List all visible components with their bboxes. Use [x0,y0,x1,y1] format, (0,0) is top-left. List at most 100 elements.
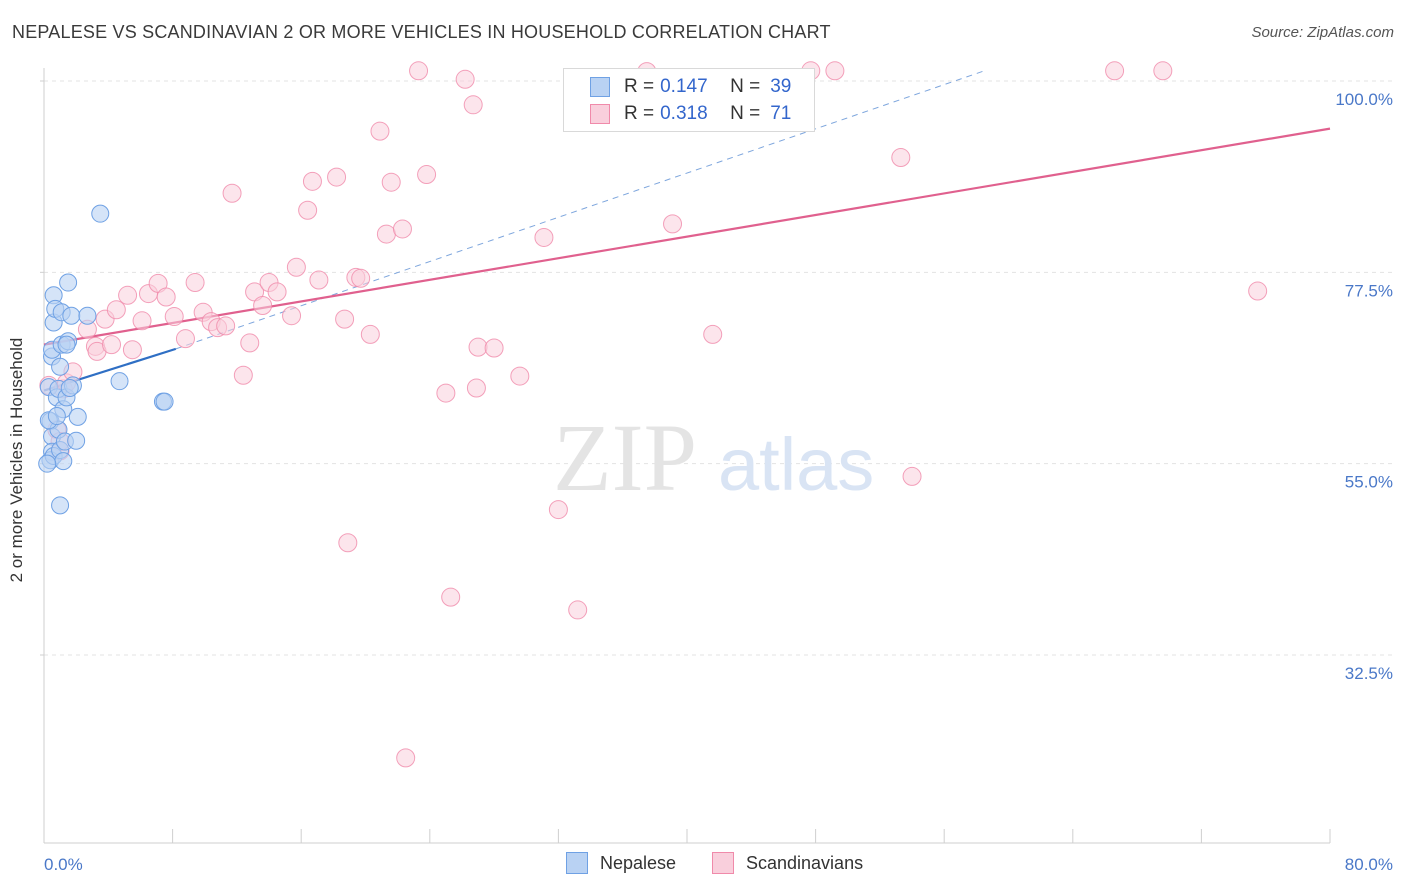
y-tick-label: 55.0% [1345,473,1393,492]
scandinavian-point [1248,281,1268,301]
scandinavian-point [298,200,318,220]
y-tick-label: 32.5% [1345,664,1393,683]
legend-n-value: 39 [770,76,792,97]
nepalese-point [51,357,70,376]
nepalese-point [54,452,73,471]
legend-n-label: N = [730,103,761,124]
scandinavian-point [175,329,195,349]
scandinavian-point [1153,61,1173,81]
scandinavian-point [286,257,306,277]
scandinavian-trend-line [43,127,1331,346]
scandinavian-point [282,306,302,326]
scandinavian-point [510,366,530,386]
nepalese-point [110,372,129,391]
watermark-zip: ZIP [553,404,697,511]
legend-row-scandinavian: R = 0.318 N = 71 [590,101,791,127]
scandinavian-point [703,324,723,344]
series-name-scandinavian: Scandinavians [746,852,864,873]
scandinavian-point [466,378,486,398]
scandinavian-point [222,183,242,203]
scandinavian-point [106,300,126,320]
watermark-atlas: atlas [718,423,874,506]
series-swatch-nepalese [566,852,588,874]
scandinavian-point [309,270,329,290]
scandinavian-point [302,171,322,191]
scandinavian-point [360,324,380,344]
scandinavian-point [253,295,273,315]
scandinavian-point [455,69,475,89]
nepalese-point [78,306,97,325]
series-legend-scandinavian: Scandinavians [712,852,863,874]
scandinavian-point [122,340,142,360]
watermark: ZIP atlas [553,404,874,511]
scandinavian-point [376,224,396,244]
scandinavian-point [396,748,416,768]
legend-swatch-nepalese [590,77,610,97]
scandinavian-point [351,268,371,288]
nepalese-point [47,407,66,426]
scandinavian-point [548,500,568,520]
nepalese-point [62,306,81,325]
scandinavian-point [164,307,184,327]
scandinavian-point [267,282,287,302]
series-legend-nepalese: Nepalese [566,852,676,874]
scandinavian-points [39,61,1268,768]
scandinavian-point [409,61,429,81]
nepalese-point [91,204,110,223]
legend-r-label: R = [624,103,655,124]
scandinavian-point [392,219,412,239]
scandinavian-point [102,335,122,355]
legend-r-value: 0.318 [660,103,708,124]
nepalese-point [57,335,76,354]
scandinavian-point [468,337,488,357]
scandinavian-point [891,148,911,168]
scandinavian-point [338,533,358,553]
legend-n-value: 71 [770,103,792,124]
scandinavian-point [484,338,504,358]
scandinavian-point [534,227,554,247]
correlation-legend: R = 0.147 N = 39 R = 0.318 N = 71 [563,68,815,132]
tick-labels: 32.5% 55.0% 77.5% 100.0% 0.0% 80.0% [44,90,1393,874]
nepalese-point [51,496,70,515]
series-legend: Nepalese Scandinavians [0,852,1406,878]
nepalese-point [59,273,78,292]
series-name-nepalese: Nepalese [600,852,677,873]
source-label: Source: ZipAtlas.com [1251,24,1394,41]
x-tick-label: 0.0% [44,855,83,874]
scandinavian-point [436,383,456,403]
scandinavian-point [156,287,176,307]
scandinavian-point [902,466,922,486]
scandinavian-point [216,316,236,336]
scandinavian-point [441,587,461,607]
nepalese-point [68,407,87,426]
scandinavian-point [327,167,347,187]
scandinavian-point [118,285,138,305]
nepalese-point [67,431,86,450]
nepalese-points [38,204,174,515]
nepalese-point [38,454,57,473]
legend-r-value: 0.147 [660,76,708,97]
y-tick-label: 77.5% [1345,281,1393,300]
series-swatch-scandinavian [712,852,734,874]
grid-lines [44,80,1392,656]
scandinavian-point [463,95,483,115]
scandinavian-point [825,61,845,81]
scandinavian-point [663,214,683,234]
scandinavian-point [417,165,437,185]
chart-title: NEPALESE VS SCANDINAVIAN 2 OR MORE VEHIC… [12,22,831,42]
legend-row-nepalese: R = 0.147 N = 39 [590,74,791,100]
legend-r-label: R = [624,76,655,97]
x-tick-label: 80.0% [1345,855,1393,874]
nepalese-point [155,392,174,411]
nepalese-point [60,378,79,397]
scandinavian-point [370,121,390,141]
scandinavian-point [240,333,260,353]
scandinavian-point [381,172,401,192]
y-axis-label: 2 or more Vehicles in Household [7,337,26,583]
y-tick-label: 100.0% [1335,90,1393,109]
scandinavian-point [185,273,205,293]
scandinavian-point [132,311,152,331]
scandinavian-point [568,600,588,620]
scandinavian-point [1105,61,1125,81]
